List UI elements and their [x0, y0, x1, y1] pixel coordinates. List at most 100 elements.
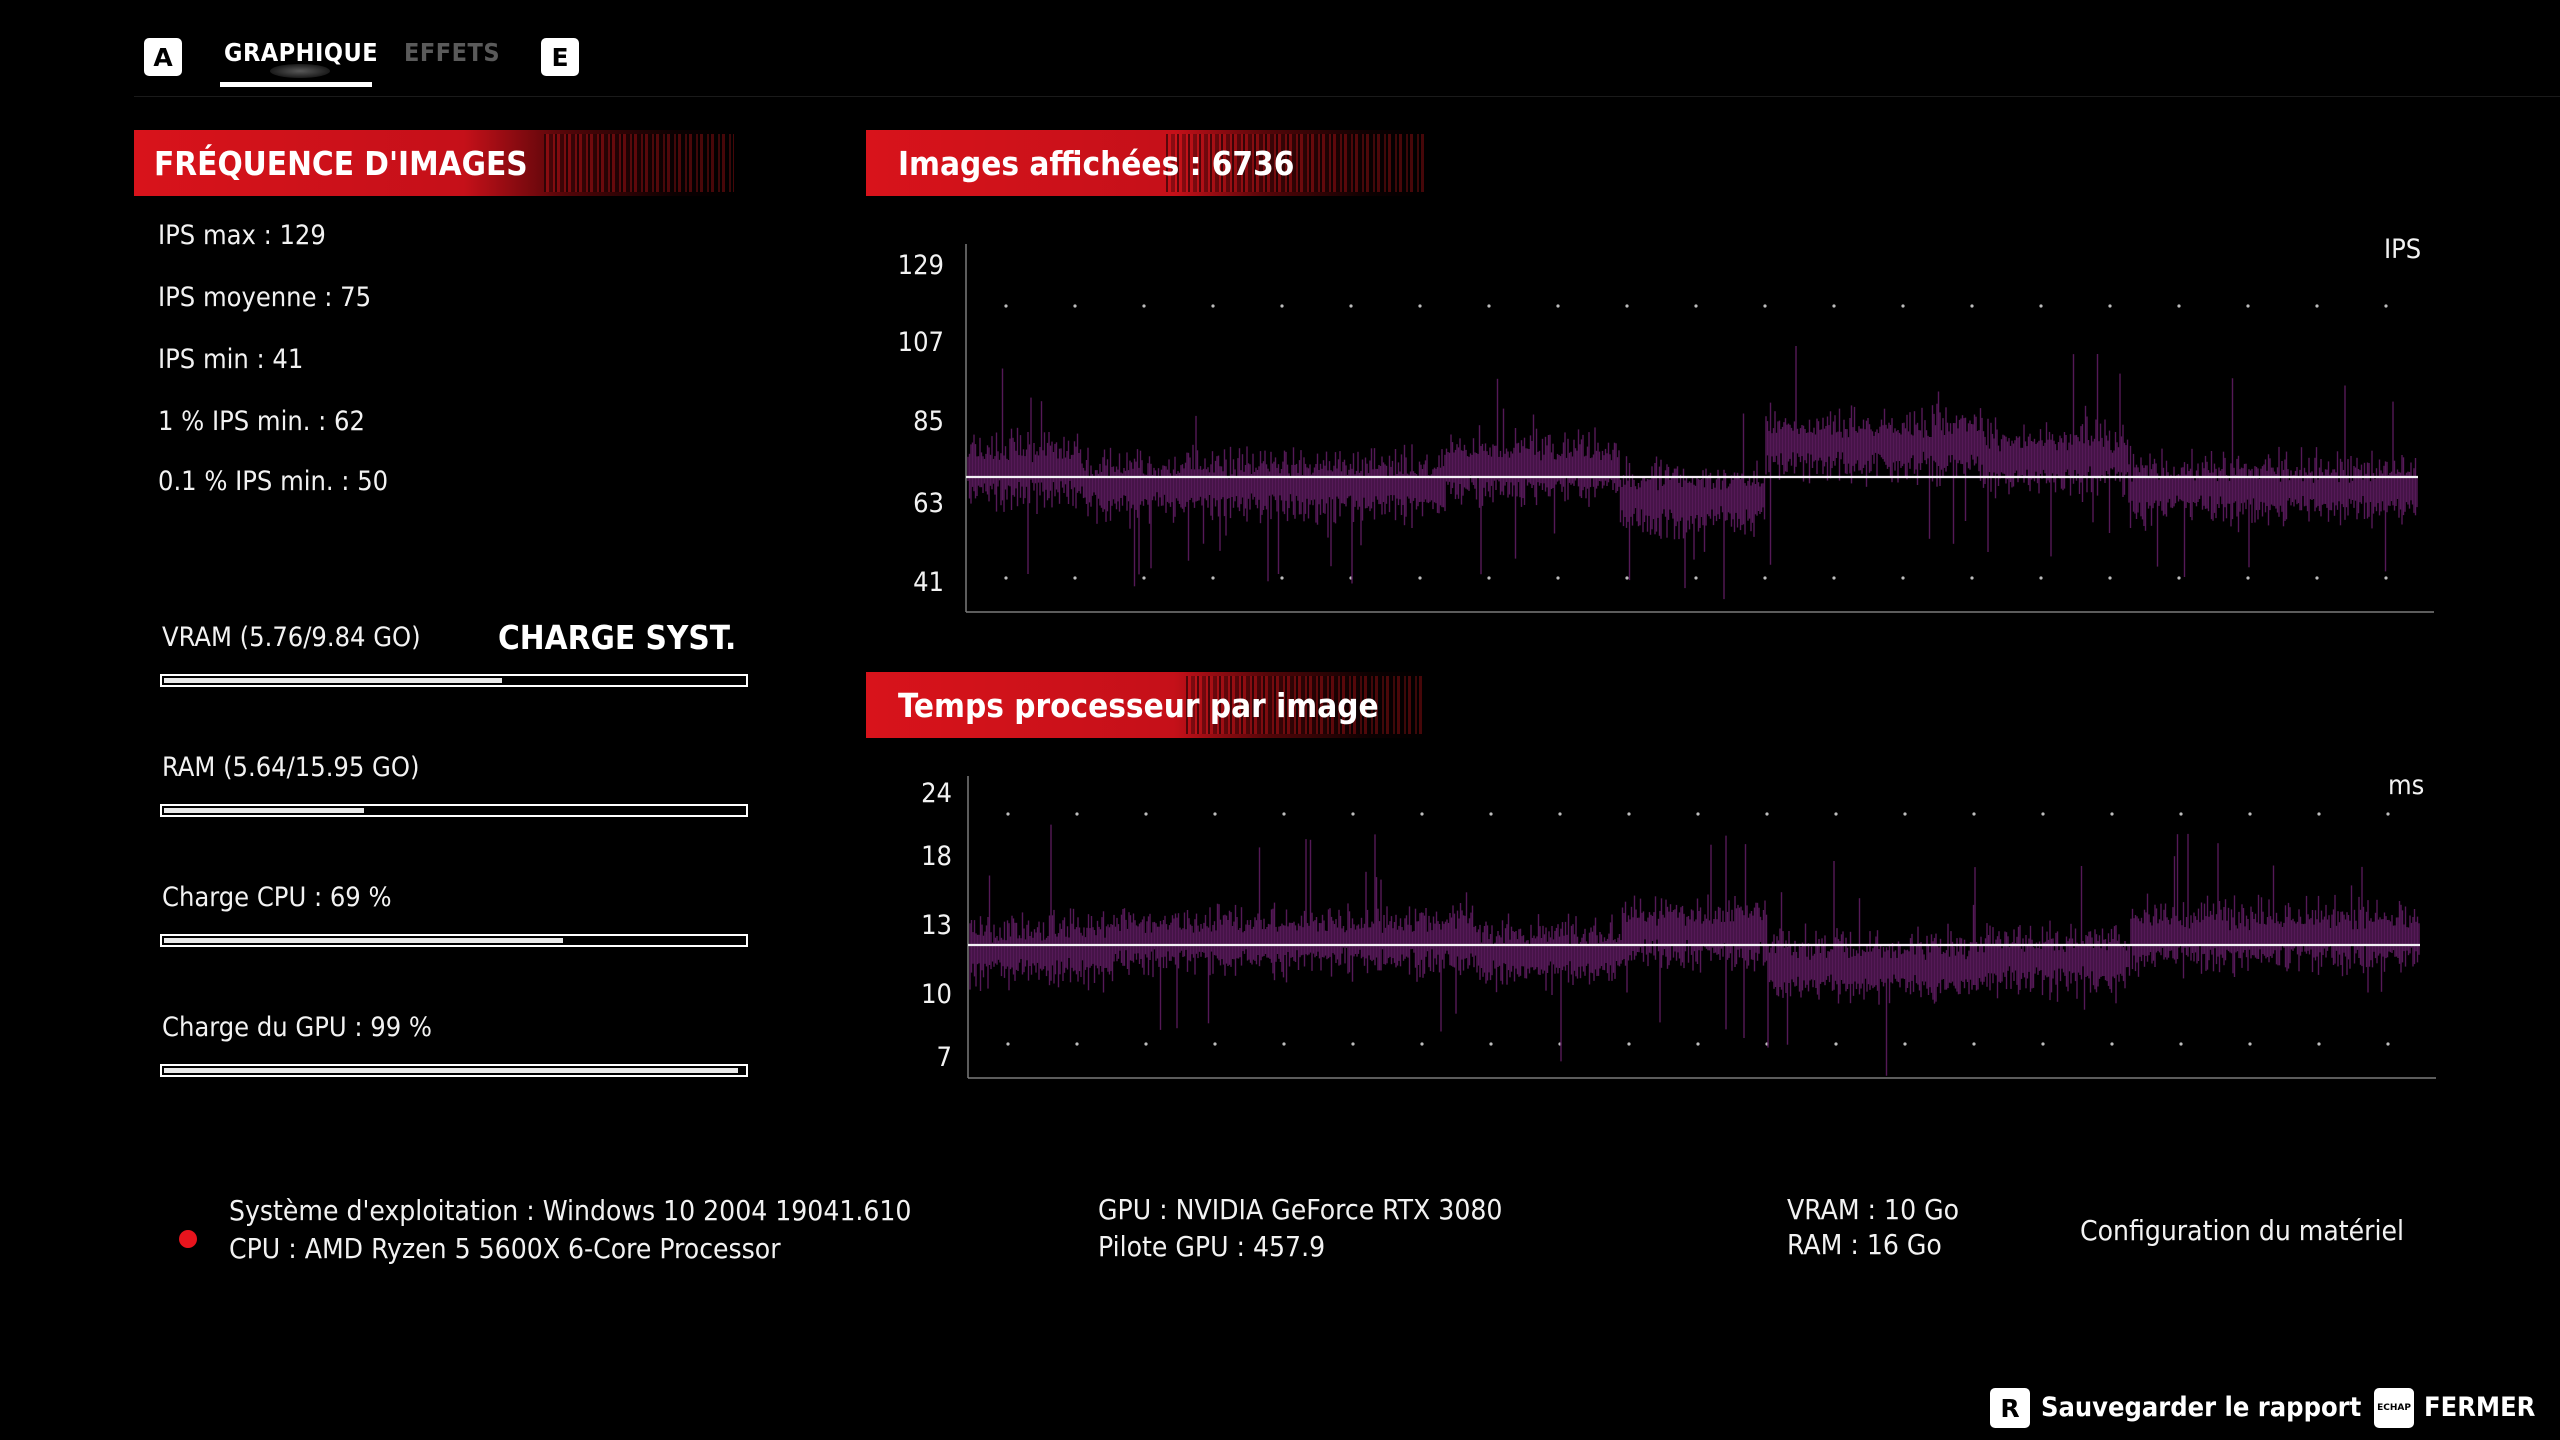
status-dot-icon — [179, 1230, 197, 1248]
grid-dot — [1903, 1042, 1907, 1046]
tab-graphique[interactable]: GRAPHIQUE — [224, 38, 379, 67]
cpu-tick-13: 13 — [921, 910, 952, 941]
grid-dot — [1625, 576, 1629, 580]
system-load-title: CHARGE SYST. — [498, 618, 737, 657]
vram-load-label: VRAM (5.76/9.84 GO) — [162, 622, 421, 653]
grid-dot — [1763, 576, 1767, 580]
grid-dot — [1696, 812, 1700, 816]
stat-ips-min: IPS min : 41 — [158, 344, 304, 375]
grid-dot — [2177, 576, 2181, 580]
grid-dot — [1418, 304, 1422, 308]
cpu-tick-24: 24 — [921, 778, 952, 809]
grid-dot — [1832, 304, 1836, 308]
cpu-graph — [967, 776, 2436, 1079]
grid-dot — [1487, 576, 1491, 580]
grid-dot — [1213, 812, 1217, 816]
ram-info: RAM : 16 Go — [1787, 1228, 1942, 1261]
save-report-button[interactable]: Sauvegarder le rapport — [2041, 1392, 2362, 1423]
grid-dot — [2039, 304, 2043, 308]
grid-dot — [2315, 304, 2319, 308]
frame-series — [969, 824, 2420, 1076]
grid-dot — [1625, 304, 1629, 308]
grid-dot — [1282, 812, 1286, 816]
gpu-load-label: Charge du GPU : 99 % — [162, 1012, 432, 1043]
grid-dot — [2315, 576, 2319, 580]
stat-01pct-low: 0.1 % IPS min. : 50 — [158, 466, 389, 497]
gpu-info: GPU : NVIDIA GeForce RTX 3080 — [1098, 1193, 1503, 1226]
grid-dot — [1420, 812, 1424, 816]
fps-tick-41: 41 — [913, 567, 944, 598]
fps-graph-title: Images affichées : 6736 — [898, 143, 1295, 183]
grid-dot — [1696, 1042, 1700, 1046]
ram-load-label: RAM (5.64/15.95 GO) — [162, 752, 420, 783]
close-key-echap[interactable]: ECHAP — [2374, 1388, 2414, 1428]
vram-info: VRAM : 10 Go — [1787, 1193, 1960, 1226]
cpu-graph-title: Temps processeur par image — [898, 685, 1379, 725]
grid-dot — [1558, 812, 1562, 816]
grid-dot — [1694, 576, 1698, 580]
grid-dot — [1627, 812, 1631, 816]
grid-dot — [1142, 576, 1146, 580]
gpu-driver-info: Pilote GPU : 457.9 — [1098, 1230, 1326, 1263]
grid-dot — [1006, 812, 1010, 816]
grid-dot — [1694, 304, 1698, 308]
header-divider — [134, 96, 2560, 97]
frame-series — [967, 346, 2418, 600]
stat-1pct-low: 1 % IPS min. : 62 — [158, 406, 365, 437]
os-info: Système d'exploitation : Windows 10 2004… — [229, 1194, 912, 1227]
grid-dot — [1075, 1042, 1079, 1046]
fps-graph — [965, 244, 2434, 613]
grid-dot — [2384, 304, 2388, 308]
grid-dot — [2110, 1042, 2114, 1046]
hardware-config-label: Configuration du matériel — [2080, 1214, 2405, 1247]
grid-dot — [2108, 576, 2112, 580]
grid-dot — [1418, 576, 1422, 580]
grid-dot — [1420, 1042, 1424, 1046]
fps-graph-banner: Images affichées : 6736 — [866, 130, 1426, 196]
grid-dot — [1765, 812, 1769, 816]
grid-dot — [1763, 304, 1767, 308]
grid-dot — [2108, 304, 2112, 308]
grid-dot — [2386, 1042, 2390, 1046]
grid-dot — [1556, 576, 1560, 580]
tab-effets[interactable]: EFFETS — [404, 38, 501, 67]
grid-dot — [1489, 812, 1493, 816]
grid-dot — [2110, 812, 2114, 816]
tab-next-key-e[interactable]: E — [541, 38, 579, 76]
grid-dot — [1073, 576, 1077, 580]
grid-dot — [2039, 576, 2043, 580]
cpu-unit-label: ms — [2388, 770, 2425, 801]
grid-dot — [1627, 1042, 1631, 1046]
stat-ips-avg: IPS moyenne : 75 — [158, 282, 372, 313]
grid-dot — [2179, 812, 2183, 816]
cpu-tick-7: 7 — [936, 1042, 952, 1073]
grid-dot — [1489, 1042, 1493, 1046]
cpu-load-bar — [160, 934, 748, 947]
framerate-banner: FRÉQUENCE D'IMAGES — [134, 130, 734, 196]
grid-dot — [1901, 576, 1905, 580]
cpu-tick-10: 10 — [921, 979, 952, 1010]
grid-dot — [1075, 812, 1079, 816]
cpu-graph-banner: Temps processeur par image — [866, 672, 1426, 738]
grid-dot — [1970, 304, 1974, 308]
grid-dot — [1834, 812, 1838, 816]
grid-dot — [2041, 812, 2045, 816]
grid-dot — [1144, 812, 1148, 816]
grid-dot — [1351, 1042, 1355, 1046]
grid-dot — [1349, 304, 1353, 308]
grid-dot — [2384, 576, 2388, 580]
fps-tick-129: 129 — [897, 250, 944, 281]
cpu-load-label: Charge CPU : 69 % — [162, 882, 392, 913]
grid-dot — [1004, 304, 1008, 308]
close-button[interactable]: FERMER — [2424, 1392, 2536, 1423]
tab-prev-key-a[interactable]: A — [144, 38, 182, 76]
tab-active-underline — [220, 82, 372, 87]
grid-dot — [1073, 304, 1077, 308]
tab-active-glow — [270, 64, 330, 78]
stat-ips-max: IPS max : 129 — [158, 220, 326, 251]
grid-dot — [1832, 576, 1836, 580]
save-report-key-r[interactable]: R — [1990, 1388, 2030, 1428]
grid-dot — [2317, 1042, 2321, 1046]
grid-dot — [1144, 1042, 1148, 1046]
grid-dot — [2179, 1042, 2183, 1046]
